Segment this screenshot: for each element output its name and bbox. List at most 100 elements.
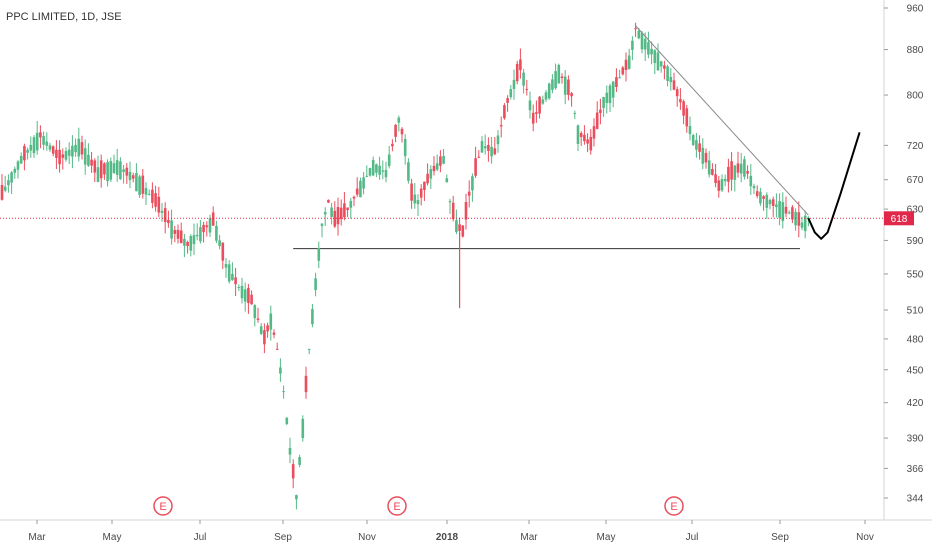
candle-body bbox=[439, 156, 442, 166]
candle-body bbox=[74, 144, 77, 153]
time-tick-label: May bbox=[103, 532, 122, 543]
earnings-marker[interactable]: E bbox=[153, 496, 173, 516]
earnings-marker[interactable]: E bbox=[387, 496, 407, 516]
candle-body bbox=[247, 287, 250, 304]
candle-body bbox=[26, 149, 29, 153]
price-tick-label: 800 bbox=[907, 91, 924, 102]
drawing-overlays bbox=[635, 25, 861, 240]
candle-body bbox=[211, 212, 215, 226]
candle-body bbox=[755, 191, 759, 196]
candle-body bbox=[419, 188, 423, 198]
candle-body bbox=[423, 181, 426, 190]
candle-body bbox=[714, 174, 717, 184]
candle-body bbox=[339, 207, 343, 220]
candle-body bbox=[330, 207, 333, 217]
price-tick-label: 630 bbox=[907, 205, 924, 216]
candle-body bbox=[679, 98, 682, 103]
earnings-marker-circle bbox=[153, 496, 173, 516]
candle-body bbox=[691, 135, 695, 145]
candle-body bbox=[483, 146, 487, 149]
last-price-group: 618 bbox=[0, 211, 914, 226]
candle-body bbox=[343, 203, 346, 218]
time-tick-label: Mar bbox=[520, 532, 538, 543]
price-tick-label: 480 bbox=[907, 334, 924, 345]
candle-body bbox=[7, 180, 10, 186]
candle-body bbox=[259, 326, 263, 334]
candle-body bbox=[573, 113, 577, 115]
time-tick-label: Nov bbox=[358, 532, 376, 543]
candle-body bbox=[144, 188, 148, 195]
candle-body bbox=[477, 156, 481, 158]
candle-body bbox=[128, 171, 132, 181]
candle-body bbox=[733, 165, 737, 180]
candle-body bbox=[323, 212, 327, 215]
candle-body bbox=[365, 175, 369, 177]
candle-body bbox=[592, 126, 596, 139]
candle-body bbox=[589, 136, 593, 151]
candle-body bbox=[42, 136, 45, 145]
candle-body bbox=[640, 32, 644, 50]
candle-body bbox=[711, 168, 714, 175]
candle-body bbox=[506, 98, 509, 103]
candle-body bbox=[378, 165, 381, 175]
candle-body bbox=[147, 193, 151, 195]
candle-body bbox=[720, 179, 724, 191]
time-tick-label: Sep bbox=[274, 532, 292, 543]
earnings-marker-label: E bbox=[393, 501, 400, 513]
candle-body bbox=[797, 212, 801, 226]
candlestick-series bbox=[0, 22, 810, 510]
candle-body bbox=[682, 101, 685, 116]
candle-body bbox=[279, 367, 282, 374]
candle-body bbox=[621, 67, 625, 75]
candle-body bbox=[295, 495, 298, 500]
candle-body bbox=[96, 167, 100, 182]
candle-body bbox=[467, 191, 471, 196]
candle-body bbox=[704, 152, 708, 163]
candle-body bbox=[179, 230, 183, 244]
candle-body bbox=[58, 149, 61, 165]
candle-body bbox=[29, 144, 33, 151]
price-tick-label: 510 bbox=[907, 305, 924, 316]
candle-body bbox=[119, 161, 122, 180]
candle-body bbox=[208, 218, 212, 233]
time-tick-label: Jul bbox=[686, 532, 699, 543]
candle-body bbox=[541, 99, 545, 104]
candle-body bbox=[672, 80, 676, 90]
earnings-marker-circle bbox=[387, 496, 407, 516]
candle-body bbox=[525, 88, 529, 90]
candle-body bbox=[778, 201, 781, 218]
time-tick-label: Jul bbox=[194, 532, 207, 543]
candle-body bbox=[3, 186, 7, 191]
candle-body bbox=[256, 318, 260, 320]
earnings-marker[interactable]: E bbox=[664, 496, 684, 516]
candle-body bbox=[87, 154, 90, 166]
candle-body bbox=[451, 202, 455, 220]
candle-body bbox=[557, 64, 561, 84]
candle-body bbox=[605, 92, 609, 104]
candle-body bbox=[317, 247, 321, 261]
candle-body bbox=[647, 42, 650, 55]
candle-body bbox=[803, 215, 807, 232]
candle-body bbox=[474, 158, 477, 176]
candle-body bbox=[160, 210, 164, 213]
candle-body bbox=[80, 142, 84, 155]
candle-body bbox=[141, 175, 145, 194]
candle-body bbox=[643, 38, 647, 50]
price-tick-label: 550 bbox=[907, 269, 924, 280]
candle-body bbox=[151, 189, 154, 203]
candle-body bbox=[298, 457, 301, 465]
candle-body bbox=[503, 105, 506, 119]
price-tick-label: 344 bbox=[907, 494, 924, 505]
candle-body bbox=[771, 199, 775, 206]
candle-body bbox=[167, 219, 170, 224]
candle-body bbox=[618, 77, 621, 79]
candle-body bbox=[122, 169, 125, 173]
candle-body bbox=[205, 225, 209, 228]
candle-body bbox=[301, 418, 305, 439]
candle-body bbox=[736, 163, 740, 173]
candle-body bbox=[675, 89, 679, 97]
candle-body bbox=[135, 172, 138, 192]
candle-body bbox=[746, 170, 749, 174]
